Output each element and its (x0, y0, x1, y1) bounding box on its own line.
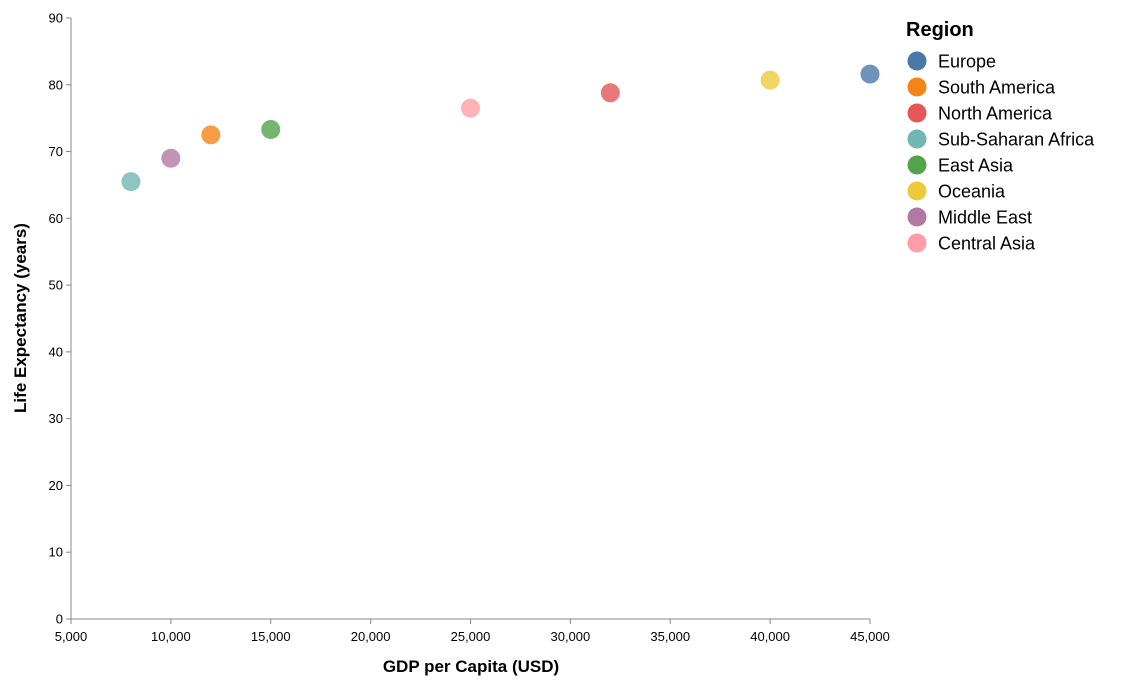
y-tick-label: 10 (49, 545, 63, 560)
y-tick-label: 90 (49, 11, 63, 26)
x-tick-label: 35,000 (650, 629, 690, 644)
y-tick-label: 50 (49, 278, 63, 293)
scatter-point[interactable] (161, 148, 181, 168)
legend-swatch (907, 155, 927, 175)
x-tick-label: 45,000 (850, 629, 890, 644)
legend-swatch (907, 77, 927, 97)
y-axis-title: Life Expectancy (years) (11, 223, 30, 413)
x-tick-label: 20,000 (351, 629, 391, 644)
y-tick-label: 0 (56, 612, 63, 627)
legend-label: Sub-Saharan Africa (938, 130, 1095, 150)
scatter-point[interactable] (261, 120, 281, 140)
x-tick-label: 10,000 (151, 629, 191, 644)
legend-swatch (907, 51, 927, 71)
legend-label: South America (938, 78, 1056, 98)
legend-label: Europe (938, 52, 996, 72)
legend-label: Oceania (938, 182, 1006, 202)
y-tick-label: 80 (49, 77, 63, 92)
scatter-point[interactable] (201, 125, 221, 145)
y-tick-label: 60 (49, 211, 63, 226)
axes: 0 10 20 30 40 50 60 70 80 90 5,000 10,000 15,000 20,0… (49, 11, 890, 645)
legend-label: East Asia (938, 156, 1014, 176)
legend: Region Europe South America North America S… (906, 19, 1095, 254)
legend-swatch (907, 181, 927, 201)
legend-swatch (907, 129, 927, 149)
x-tick-label: 5,000 (55, 629, 88, 644)
legend-label: Central Asia (938, 234, 1036, 254)
x-tick-label: 25,000 (451, 629, 491, 644)
y-tick-label: 40 (49, 344, 63, 359)
y-tick-label: 20 (49, 478, 63, 493)
legend-swatch (907, 103, 927, 123)
scatter-point[interactable] (860, 64, 880, 84)
scatter-point[interactable] (121, 172, 141, 192)
scatter-point[interactable] (461, 98, 480, 118)
legend-title: Region (906, 19, 974, 41)
scatter-point[interactable] (600, 83, 620, 103)
scatter-point[interactable] (760, 70, 780, 90)
x-tick-label: 15,000 (251, 629, 291, 644)
legend-swatch (907, 233, 927, 253)
y-tick-label: 70 (49, 144, 63, 159)
data-points (121, 64, 880, 192)
y-tick-label: 30 (49, 411, 63, 426)
x-tick-label: 40,000 (750, 629, 790, 644)
legend-label: North America (938, 104, 1053, 124)
x-tick-label: 30,000 (550, 629, 590, 644)
legend-swatch (907, 207, 927, 227)
x-axis-title: GDP per Capita (USD) (383, 657, 559, 676)
legend-label: Middle East (938, 208, 1032, 228)
